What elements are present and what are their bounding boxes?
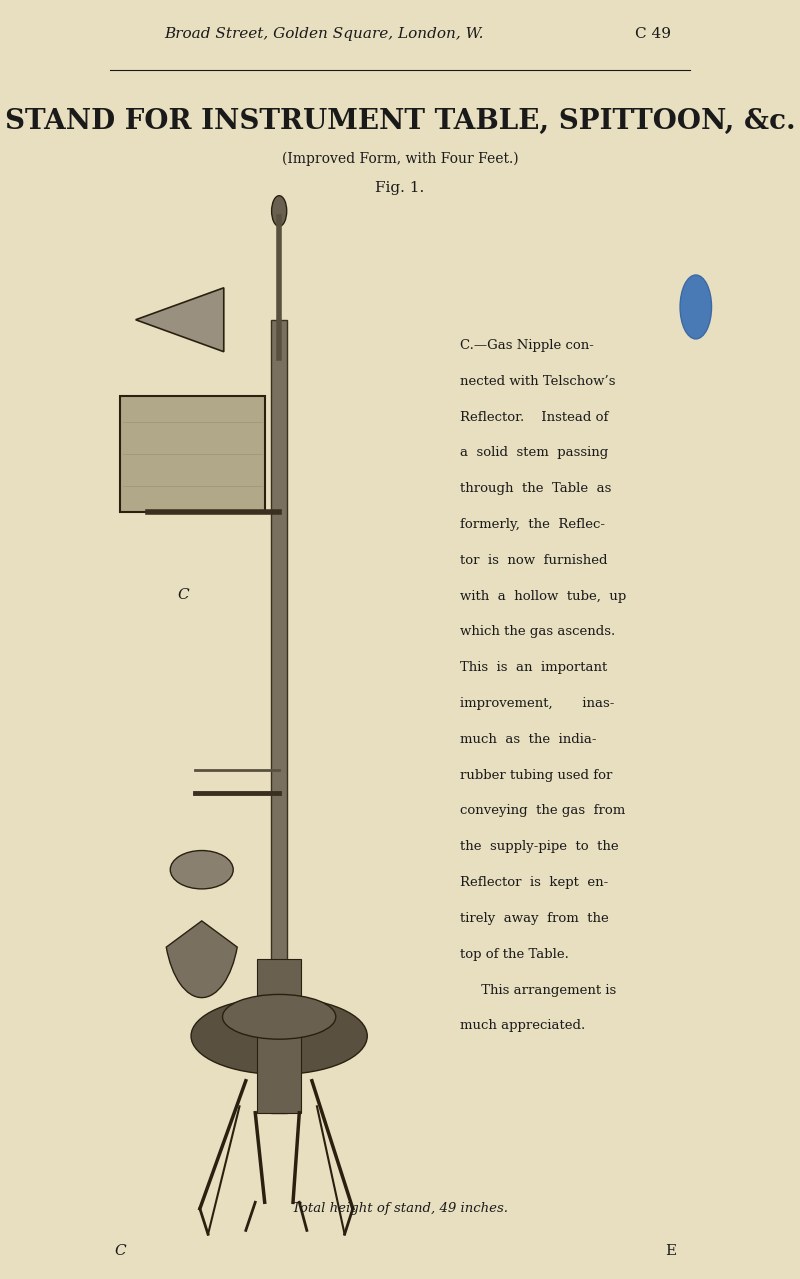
Text: rubber tubing used for: rubber tubing used for	[460, 769, 612, 781]
Text: much appreciated.: much appreciated.	[460, 1019, 585, 1032]
Text: tor  is  now  furnished: tor is now furnished	[460, 554, 607, 567]
Text: C: C	[177, 588, 189, 601]
Circle shape	[680, 275, 711, 339]
Polygon shape	[136, 288, 224, 352]
Circle shape	[272, 196, 286, 226]
Text: Reflector  is  kept  en-: Reflector is kept en-	[460, 876, 608, 889]
Text: STAND FOR INSTRUMENT TABLE, SPITTOON, &c.: STAND FOR INSTRUMENT TABLE, SPITTOON, &c…	[5, 107, 795, 136]
Text: This arrangement is: This arrangement is	[460, 984, 616, 996]
Text: C.—Gas Nipple con-: C.—Gas Nipple con-	[460, 339, 594, 352]
Text: tirely  away  from  the: tirely away from the	[460, 912, 609, 925]
Text: Total height of stand, 49 inches.: Total height of stand, 49 inches.	[292, 1202, 508, 1215]
Text: with  a  hollow  tube,  up: with a hollow tube, up	[460, 590, 626, 602]
Text: a  solid  stem  passing: a solid stem passing	[460, 446, 608, 459]
Bar	[271, 320, 286, 1113]
Text: which the gas ascends.: which the gas ascends.	[460, 625, 615, 638]
Text: Fig. 1.: Fig. 1.	[375, 182, 425, 194]
Ellipse shape	[170, 851, 234, 889]
Wedge shape	[166, 921, 238, 998]
Text: formerly,  the  Reflec-: formerly, the Reflec-	[460, 518, 605, 531]
Text: This  is  an  important: This is an important	[460, 661, 607, 674]
Text: conveying  the gas  from: conveying the gas from	[460, 804, 625, 817]
Text: C: C	[114, 1244, 126, 1257]
Text: through  the  Table  as: through the Table as	[460, 482, 611, 495]
Text: improvement,       inas-: improvement, inas-	[460, 697, 614, 710]
Text: (Improved Form, with Four Feet.): (Improved Form, with Four Feet.)	[282, 151, 518, 166]
Bar	[257, 959, 301, 1113]
Text: Broad Street, Golden Square, London, W.: Broad Street, Golden Square, London, W.	[165, 27, 484, 41]
Text: Reflector.    Instead of: Reflector. Instead of	[460, 411, 608, 423]
FancyBboxPatch shape	[120, 396, 265, 512]
Text: much  as  the  india-: much as the india-	[460, 733, 596, 746]
Text: top of the Table.: top of the Table.	[460, 948, 569, 961]
Text: E: E	[665, 1244, 676, 1257]
Text: nected with Telschow’s: nected with Telschow’s	[460, 375, 615, 388]
Text: the  supply-pipe  to  the: the supply-pipe to the	[460, 840, 618, 853]
Ellipse shape	[191, 998, 367, 1074]
Text: C 49: C 49	[634, 27, 670, 41]
Ellipse shape	[222, 995, 336, 1039]
